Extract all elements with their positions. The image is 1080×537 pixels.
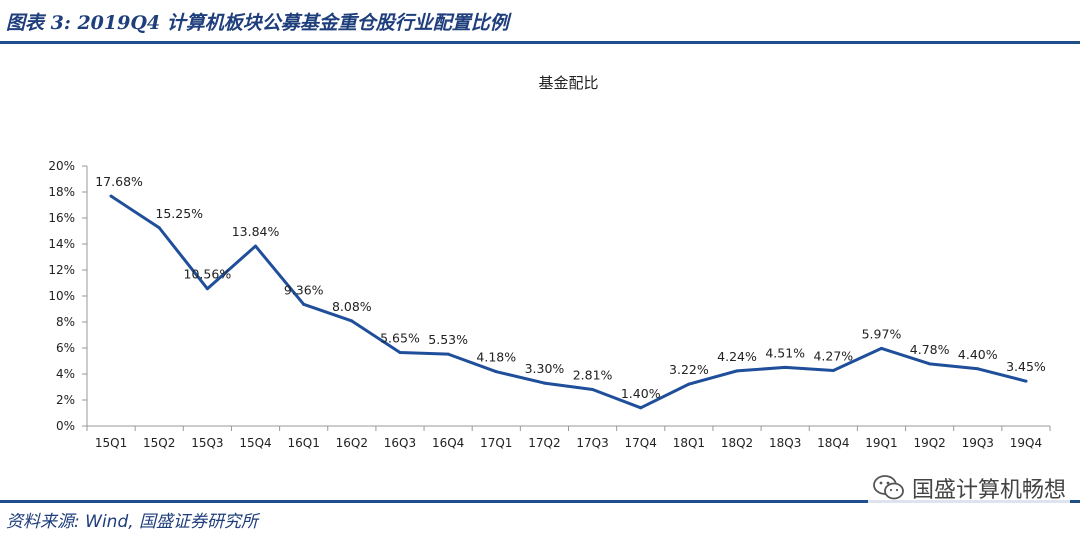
data-label: 9.36% bbox=[284, 282, 324, 297]
data-label: 3.45% bbox=[1006, 359, 1046, 374]
figure-header: 图表 3: 2019Q4 计算机板块公募基金重仓股行业配置比例 bbox=[0, 0, 1080, 46]
data-point bbox=[398, 351, 402, 355]
y-tick-label: 8% bbox=[56, 315, 75, 329]
y-tick-label: 16% bbox=[48, 211, 75, 225]
x-tick-label: 17Q4 bbox=[625, 436, 657, 450]
data-label: 5.65% bbox=[380, 331, 420, 346]
top-divider bbox=[0, 41, 1080, 44]
x-tick-label: 18Q2 bbox=[721, 436, 753, 450]
data-label: 4.40% bbox=[958, 347, 998, 362]
data-label: 2.81% bbox=[573, 367, 613, 382]
x-tick-label: 19Q3 bbox=[962, 436, 994, 450]
bottom-divider bbox=[0, 500, 1080, 503]
x-tick-label: 15Q4 bbox=[239, 436, 271, 450]
data-label: 4.18% bbox=[476, 350, 516, 365]
data-point bbox=[976, 367, 980, 371]
data-label: 4.27% bbox=[813, 348, 853, 363]
y-tick-label: 10% bbox=[48, 289, 75, 303]
data-label: 4.51% bbox=[765, 345, 805, 360]
x-tick-label: 15Q2 bbox=[143, 436, 175, 450]
y-tick-label: 2% bbox=[56, 393, 75, 407]
data-point bbox=[254, 244, 258, 248]
x-tick-label: 18Q1 bbox=[673, 436, 705, 450]
chart-area: 基金配比 0% 2% 4% 6% 8% 10% 12% 14% 16% 18% 20% 15Q1 15Q2… bbox=[0, 46, 1080, 498]
x-tick-label: 19Q4 bbox=[1010, 436, 1042, 450]
data-label: 3.30% bbox=[525, 361, 565, 376]
y-tick-label: 0% bbox=[56, 419, 75, 433]
data-label: 8.08% bbox=[332, 299, 372, 314]
data-point bbox=[831, 368, 835, 372]
x-tick-label: 17Q3 bbox=[576, 436, 608, 450]
y-tick-label: 14% bbox=[48, 237, 75, 251]
x-tick-label: 18Q3 bbox=[769, 436, 801, 450]
x-tick-label: 16Q4 bbox=[432, 436, 464, 450]
series-line bbox=[109, 194, 1028, 410]
line-chart: 基金配比 0% 2% 4% 6% 8% 10% 12% 14% 16% 18% 20% 15Q1 15Q2… bbox=[48, 74, 1051, 450]
data-point bbox=[591, 387, 595, 391]
source-note: 资料来源: Wind, 国盛证券研究所 bbox=[6, 512, 259, 532]
data-label: 5.97% bbox=[862, 326, 902, 341]
data-point bbox=[109, 194, 113, 198]
data-label: 17.68% bbox=[95, 174, 143, 189]
y-tick-label: 4% bbox=[56, 367, 75, 381]
data-point bbox=[687, 382, 691, 386]
watermark: 国盛计算机畅想 bbox=[867, 470, 1070, 506]
data-label: 4.24% bbox=[717, 349, 757, 364]
data-point bbox=[350, 319, 354, 323]
y-tick-label: 18% bbox=[48, 185, 75, 199]
data-point bbox=[735, 369, 739, 373]
data-point bbox=[783, 365, 787, 369]
y-tick-label: 12% bbox=[48, 263, 75, 277]
data-point bbox=[205, 287, 209, 291]
data-point bbox=[639, 406, 643, 410]
data-label: 13.84% bbox=[232, 224, 280, 239]
x-tick-label: 15Q3 bbox=[191, 436, 223, 450]
data-point bbox=[302, 302, 306, 306]
data-point bbox=[542, 381, 546, 385]
y-tick-label: 6% bbox=[56, 341, 75, 355]
data-point bbox=[879, 346, 883, 350]
x-tick-label: 19Q2 bbox=[913, 436, 945, 450]
x-tick-label: 19Q1 bbox=[865, 436, 897, 450]
data-label: 10.56% bbox=[184, 267, 232, 282]
data-point bbox=[446, 352, 450, 356]
data-label: 1.40% bbox=[621, 386, 661, 401]
x-tick-label: 16Q1 bbox=[287, 436, 319, 450]
data-label: 4.78% bbox=[910, 342, 950, 357]
data-label: 15.25% bbox=[155, 206, 203, 221]
data-label: 3.22% bbox=[669, 362, 709, 377]
x-tick-label: 17Q1 bbox=[480, 436, 512, 450]
x-tick-label: 16Q2 bbox=[336, 436, 368, 450]
watermark-text: 国盛计算机畅想 bbox=[911, 478, 1066, 503]
data-point bbox=[1024, 379, 1028, 383]
wechat-icon bbox=[873, 475, 904, 500]
data-point bbox=[928, 362, 932, 366]
x-tick-label: 17Q2 bbox=[528, 436, 560, 450]
x-tick-label: 15Q1 bbox=[95, 436, 127, 450]
chart-title: 基金配比 bbox=[538, 74, 598, 92]
y-tick-label: 20% bbox=[48, 159, 75, 173]
data-label: 5.53% bbox=[428, 332, 468, 347]
data-point bbox=[157, 226, 161, 230]
x-tick-label: 18Q4 bbox=[817, 436, 849, 450]
data-point bbox=[494, 370, 498, 374]
figure-title: 图表 3: 2019Q4 计算机板块公募基金重仓股行业配置比例 bbox=[6, 12, 509, 34]
x-tick-label: 16Q3 bbox=[384, 436, 416, 450]
